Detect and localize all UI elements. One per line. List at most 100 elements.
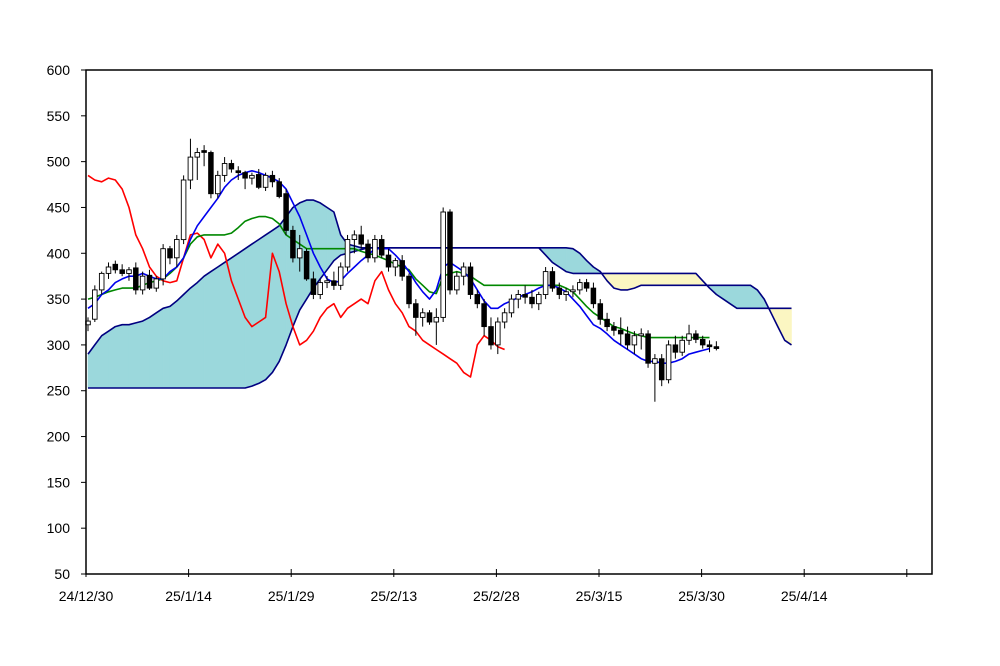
candle xyxy=(194,147,201,180)
candle xyxy=(577,278,583,295)
candle-body-up xyxy=(508,298,515,314)
x-tick-label: 25/4/14 xyxy=(781,588,828,604)
candle-body-down xyxy=(549,271,556,289)
cloud-bullish-segment xyxy=(244,243,253,389)
candle xyxy=(365,239,371,263)
candle xyxy=(372,234,378,263)
candle xyxy=(296,234,303,272)
cloud-bearish-segment xyxy=(784,307,792,346)
candle xyxy=(160,244,166,286)
y-tick-label: 50 xyxy=(54,566,70,582)
candle xyxy=(290,225,296,263)
candle-body-up xyxy=(495,321,501,346)
candle xyxy=(310,271,317,300)
senkou-span-b-line xyxy=(88,247,792,389)
candle xyxy=(508,294,515,318)
candle xyxy=(426,310,433,325)
candle-body-up xyxy=(563,291,569,295)
candle-body-down xyxy=(474,294,481,305)
candle-body-up xyxy=(126,269,132,274)
candle xyxy=(624,326,631,350)
candle-body-down xyxy=(290,229,296,259)
candle xyxy=(126,267,132,281)
candle-body-down xyxy=(624,333,631,346)
cloud-bullish-segment xyxy=(210,266,219,389)
candle xyxy=(686,324,692,345)
cloud-bullish-segment xyxy=(176,293,184,389)
candle-body-down xyxy=(201,150,207,153)
candle-body-up xyxy=(296,248,303,259)
candle xyxy=(276,178,282,199)
candle xyxy=(693,330,699,344)
candle xyxy=(180,175,187,245)
candle-body-down xyxy=(713,346,720,349)
candle-body-down xyxy=(617,329,624,335)
candle xyxy=(221,157,228,182)
candle-body-up xyxy=(98,272,105,291)
candle-body-up xyxy=(501,312,508,323)
cloud-bullish-segment xyxy=(135,320,143,389)
candle xyxy=(542,267,549,300)
candle-body-up xyxy=(652,358,658,364)
candle-body-up xyxy=(665,344,672,381)
candle-body-up xyxy=(433,316,440,323)
candle xyxy=(467,262,474,300)
candle xyxy=(228,159,235,173)
candle-body-up xyxy=(631,335,638,346)
candle xyxy=(283,189,289,235)
cloud-bullish-segment xyxy=(169,300,178,389)
candle xyxy=(522,285,528,304)
candle-body-down xyxy=(228,163,235,170)
candle xyxy=(454,271,460,295)
candle xyxy=(201,145,207,167)
candle xyxy=(536,291,542,311)
candle xyxy=(399,255,405,281)
cloud-bearish-segment xyxy=(640,273,649,286)
candle-body-up xyxy=(570,289,576,293)
candle-body-up xyxy=(160,248,166,280)
candle xyxy=(303,248,310,281)
cloud-bullish-segment xyxy=(272,225,280,374)
candle-body-down xyxy=(208,152,214,195)
cloud-bullish-segment xyxy=(87,343,96,389)
candle-body-down xyxy=(645,333,651,364)
cloud-bullish-segment xyxy=(736,284,745,309)
candle-body-up xyxy=(577,282,583,291)
x-tick-label: 25/1/14 xyxy=(165,588,212,604)
candle xyxy=(658,354,665,387)
candle xyxy=(604,312,610,332)
x-tick-label: 25/2/28 xyxy=(473,588,520,604)
chikou-span-line xyxy=(87,174,505,378)
cloud-bullish-segment xyxy=(313,199,321,290)
candle xyxy=(563,288,569,301)
cloud-bullish-segment xyxy=(162,306,171,389)
candle xyxy=(652,354,658,402)
cloud-bullish-segment xyxy=(190,281,198,389)
candle-body-up xyxy=(105,266,112,274)
candle-body-down xyxy=(378,239,385,256)
candle xyxy=(324,276,330,289)
y-tick-label: 600 xyxy=(47,62,71,78)
candle xyxy=(255,168,262,190)
candle-body-up xyxy=(194,152,201,158)
candle xyxy=(98,271,105,295)
candle-body-up xyxy=(337,266,344,286)
candle-body-up xyxy=(344,239,351,268)
candle-body-down xyxy=(481,303,487,328)
y-tick-label: 550 xyxy=(47,108,71,124)
candle xyxy=(119,264,125,277)
candle xyxy=(385,248,392,272)
candle xyxy=(249,172,255,185)
cloud-bearish-segment xyxy=(654,273,663,286)
candle-body-down xyxy=(467,266,474,295)
candle-body-down xyxy=(611,326,617,331)
candle-body-up xyxy=(460,266,467,277)
candle-body-up xyxy=(392,260,399,268)
y-tick-label: 150 xyxy=(47,474,71,490)
candle-body-down xyxy=(112,263,119,271)
candle-body-down xyxy=(399,260,405,277)
y-tick-label: 300 xyxy=(47,337,71,353)
candle xyxy=(351,230,358,254)
cloud-bullish-segment xyxy=(333,211,342,262)
candle-body-down xyxy=(583,282,590,289)
